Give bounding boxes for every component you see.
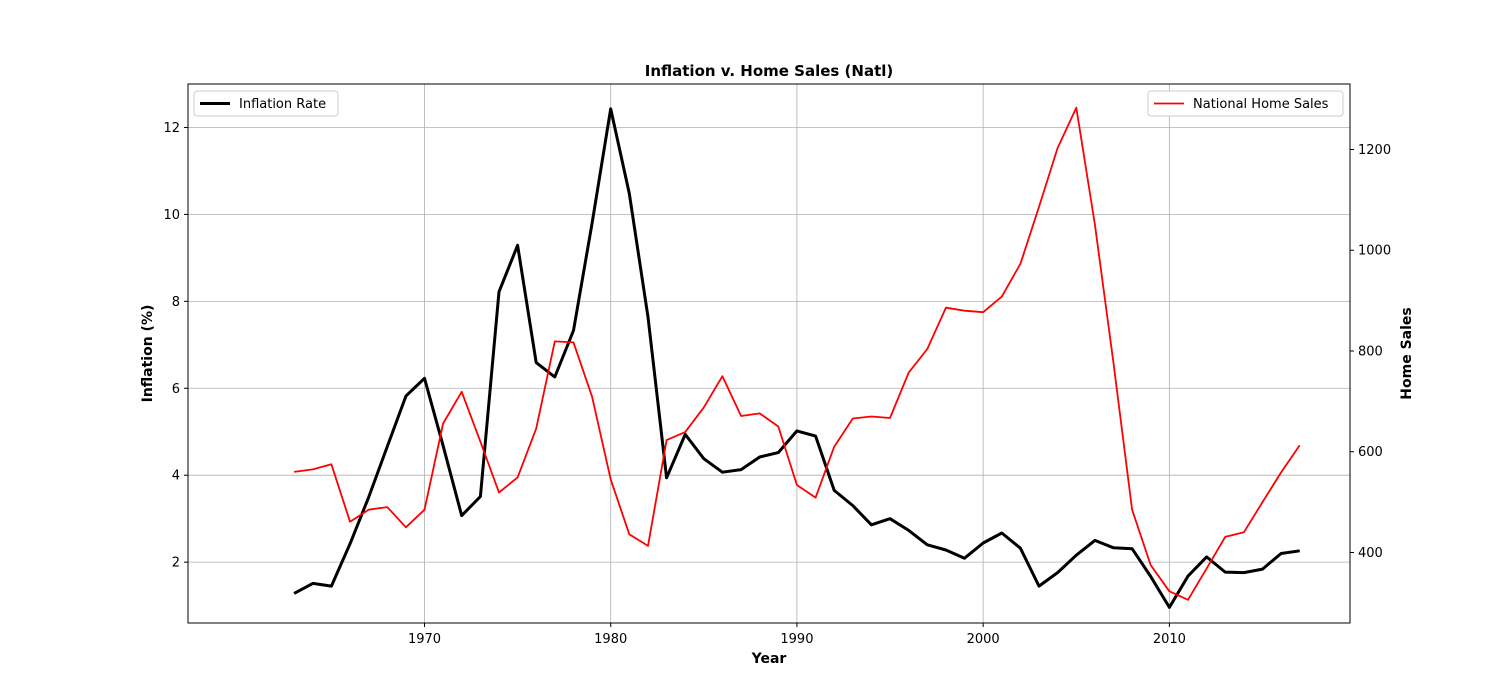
home-sales-line: [293, 106, 1301, 601]
y-tick-label-6: 6: [172, 382, 180, 397]
x-tick-label-2000: 2000: [967, 632, 1000, 647]
legend-inflation: Inflation Rate: [193, 90, 339, 117]
x-tick-label-1970: 1970: [408, 632, 441, 647]
y-axis-title: Inflation (%): [140, 305, 156, 403]
y-tick-label-4: 4: [172, 469, 180, 484]
y-tick-label-8: 8: [172, 295, 180, 310]
y-tick-label-12: 12: [163, 121, 180, 136]
legend-home-sales-label: National Home Sales: [1193, 97, 1329, 112]
x-axis-title: Year: [751, 651, 787, 667]
inflation-line: [293, 107, 1300, 609]
axes: 1970 1980 1990 2000 2010 2 4 6 8 10 12 400 600 800 100…: [163, 121, 1391, 647]
x-tick-label-1980: 1980: [594, 632, 627, 647]
y2-tick-label-600: 600: [1358, 445, 1383, 460]
y-tick-label-2: 2: [172, 556, 180, 571]
y2-tick-label-1000: 1000: [1358, 244, 1391, 259]
grid-lines: [188, 84, 1350, 623]
legend-home-sales-box: [1147, 90, 1344, 117]
y2-tick-label-1200: 1200: [1358, 143, 1391, 158]
x-tick-label-1990: 1990: [780, 632, 813, 647]
y-tick-label-10: 10: [163, 208, 180, 223]
plot-frame: [187, 83, 1351, 624]
y2-tick-label-400: 400: [1358, 546, 1383, 561]
x-tick-label-2010: 2010: [1153, 632, 1186, 647]
y2-axis-title: Home Sales: [1399, 307, 1415, 399]
legend-inflation-label: Inflation Rate: [239, 97, 326, 112]
legend-home-sales: National Home Sales: [1147, 90, 1344, 117]
series-lines: [293, 106, 1301, 609]
legend-inflation-box: [193, 90, 339, 117]
chart-title: Inflation v. Home Sales (Natl): [645, 62, 893, 80]
y2-tick-label-800: 800: [1358, 344, 1383, 359]
